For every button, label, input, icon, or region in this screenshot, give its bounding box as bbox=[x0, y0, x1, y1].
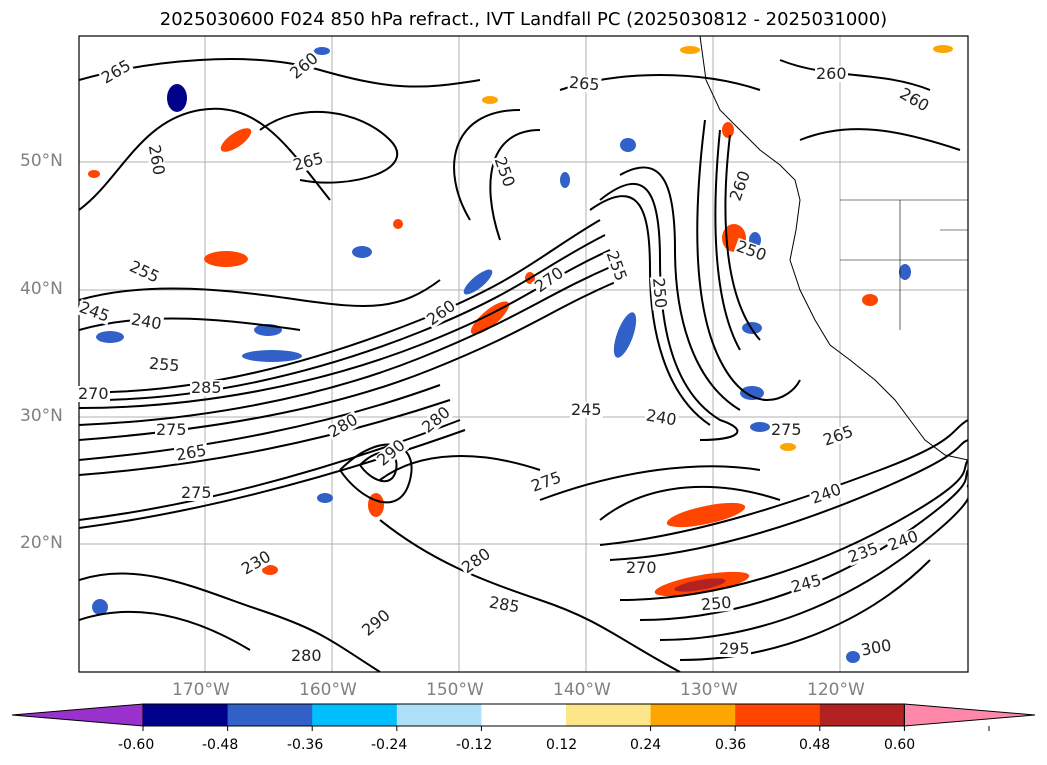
lon-label-150w: 150°W bbox=[426, 680, 484, 700]
colorbar-segment bbox=[227, 704, 313, 726]
lat-label-50n: 50°N bbox=[20, 151, 63, 171]
lat-label-30n: 30°N bbox=[20, 406, 63, 426]
contour-label: 275 bbox=[155, 420, 188, 439]
colorbar-tick-label: 0.24 bbox=[630, 737, 662, 753]
refractivity-contours bbox=[79, 58, 968, 672]
colorbar-segment bbox=[481, 704, 567, 726]
colorbar-segment bbox=[143, 704, 229, 726]
contour-label: 245 bbox=[570, 400, 603, 419]
contour-label: 250 bbox=[648, 276, 671, 310]
colorbar-tick-label: 0.36 bbox=[715, 737, 747, 753]
lat-label-40n: 40°N bbox=[20, 279, 63, 299]
map-frame bbox=[78, 35, 969, 673]
contour-label: 295 bbox=[718, 639, 751, 658]
map-title: 2025030600 F024 850 hPa refract., IVT La… bbox=[159, 9, 888, 30]
contour-label: 285 bbox=[190, 378, 223, 397]
colorbar bbox=[11, 703, 1036, 731]
colorbar-tick-label: -0.60 bbox=[118, 737, 155, 753]
gridlines bbox=[79, 36, 968, 672]
contour-label: 275 bbox=[180, 483, 213, 502]
contour-label: 280 bbox=[290, 646, 323, 665]
colorbar-segment bbox=[566, 704, 652, 726]
colorbar-tick-label: 0.60 bbox=[884, 737, 916, 753]
contour-label: 260 bbox=[815, 64, 848, 83]
contour-label: 260 bbox=[144, 142, 169, 178]
colorbar-segment bbox=[819, 704, 905, 726]
colorbar-segment bbox=[396, 704, 482, 726]
colorbar-tick-label: -0.48 bbox=[202, 737, 239, 753]
contour-label: 255 bbox=[147, 353, 182, 376]
lon-label-130w: 130°W bbox=[680, 680, 738, 700]
lon-label-140w: 140°W bbox=[553, 680, 611, 700]
contour-label: 275 bbox=[770, 420, 803, 439]
contour-label: 265 bbox=[567, 72, 602, 95]
colorbar-extend-low bbox=[11, 703, 144, 727]
colorbar-segment bbox=[312, 704, 398, 726]
contour-label: 270 bbox=[625, 558, 658, 577]
colorbar-segment bbox=[735, 704, 821, 726]
colorbar-tick-label: 0.12 bbox=[546, 737, 578, 753]
coastline bbox=[699, 36, 968, 461]
lat-label-20n: 20°N bbox=[20, 533, 63, 553]
colorbar-extend-high bbox=[903, 703, 1036, 727]
colorbar-tick-label: 0.48 bbox=[799, 737, 831, 753]
contour-label: 250 bbox=[699, 592, 734, 615]
colorbar-frame bbox=[142, 703, 905, 727]
contour-label: 270 bbox=[77, 384, 110, 403]
lon-label-170w: 170°W bbox=[172, 680, 230, 700]
colorbar-tick-label: -0.24 bbox=[371, 737, 408, 753]
colorbar-tick-label: -0.36 bbox=[287, 737, 324, 753]
lon-label-160w: 160°W bbox=[299, 680, 357, 700]
colorbar-segment bbox=[650, 704, 736, 726]
lon-label-120w: 120°W bbox=[807, 680, 865, 700]
colorbar-tick-label: -0.12 bbox=[456, 737, 493, 753]
